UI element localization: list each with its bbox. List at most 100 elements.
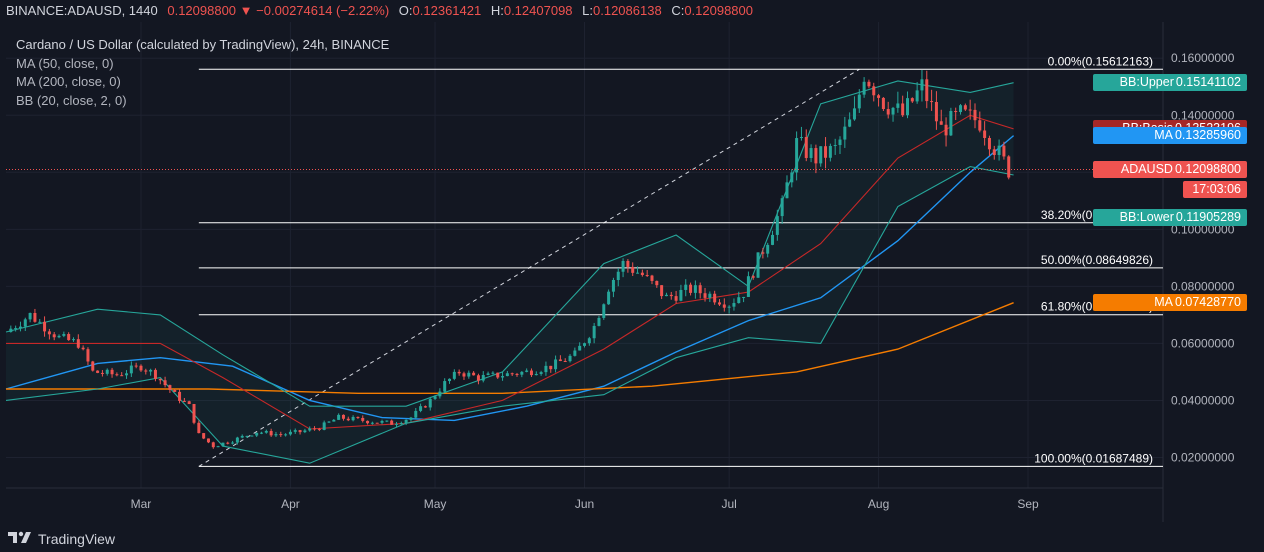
brand-name: TradingView [38,530,116,547]
legend-ma200[interactable]: MA (200, close, 0) [16,74,121,89]
candle-body [149,369,153,372]
close-value: 0.12098800 [684,3,753,18]
candle-body [293,430,297,432]
symbol-label[interactable]: BINANCE:ADAUSD, 1440 [6,3,158,18]
candle-body [891,107,895,115]
candle-body [573,350,577,356]
candle-body [279,434,283,436]
candle-body [202,433,206,439]
candle-body [33,313,37,322]
candle-body [71,339,75,341]
candle-body [520,371,524,375]
candle-body [14,328,18,330]
candle-body [178,391,182,401]
price-tag-value: 0.13285960 [1174,128,1241,143]
candle-body [96,370,100,373]
candle-body [645,275,649,277]
legend-ma50[interactable]: MA (50, close, 0) [16,55,114,71]
candle-body [206,438,210,443]
price-chart[interactable]: 0.160000000.140000000.120000000.10000000… [0,22,1264,530]
candle-body [554,359,558,370]
candle-body [491,372,495,374]
candle-body [997,145,1001,156]
candle-body [838,139,842,146]
candle-body [862,81,866,95]
candle-body [163,380,167,386]
candle-body [578,345,582,351]
candle-body [322,422,326,430]
candle-body [288,431,292,435]
candle-body [419,406,423,411]
candle-body [737,297,741,304]
price-tag-label: BB:Upper [1119,75,1174,90]
candle-body [959,105,963,113]
candle-body [611,280,615,292]
candle-body [968,109,972,111]
candle-body [881,97,885,110]
candle-body [1007,156,1011,178]
candle-body [944,124,948,136]
candle-body [920,79,924,91]
candle-body [385,420,389,422]
candle-body [534,373,538,376]
candle-body [587,338,591,344]
low-label: L: [582,3,593,18]
candle-body [824,146,828,158]
candle-body [182,400,186,402]
candle-body [732,303,736,307]
candle-body [284,434,288,436]
candle-body [18,326,22,329]
price-tag-value: 0.12098800 [1174,161,1241,176]
x-tick-label: Jul [721,497,736,511]
candle-body [404,419,408,424]
candle-body [231,442,235,444]
candle-body [433,396,437,399]
candle-body [390,420,394,425]
candle-body [43,321,47,332]
candle-body [380,420,384,423]
candle-body [674,296,678,301]
candle-body [298,430,302,433]
candle-body [568,355,572,362]
legend-bb[interactable]: BB (20, close, 2, 0) [16,92,127,108]
fib-level-label: 100.00%(0.01687489) [1034,451,1153,465]
candle-body [399,423,403,425]
tradingview-logo-icon [8,530,34,547]
candle-body [173,389,177,392]
candle-body [602,304,606,318]
candle-body [91,361,95,371]
candle-body [886,109,890,115]
candle-body [746,276,750,297]
candle-body [327,421,331,423]
candle-body [799,137,803,139]
candle-body [308,428,312,431]
candle-body [987,137,991,150]
candle-body [775,216,779,235]
candle-body [375,422,379,424]
x-tick-label: Jun [575,497,594,511]
brand-footer[interactable]: TradingView [8,530,115,547]
candle-body [341,414,345,419]
candle-body [129,365,133,374]
candle-body [158,378,162,381]
candle-body [761,252,765,254]
candle-body [525,370,529,372]
candle-body [848,119,852,127]
ma50-line [5,135,1015,422]
price-tag-value: 0.07428770 [1174,295,1241,310]
candle-body [607,291,611,305]
chart-title[interactable]: Cardano / US Dollar (calculated by Tradi… [16,37,390,52]
candle-body [125,373,129,376]
candle-body [269,430,273,436]
candle-body [742,296,746,298]
candle-body [510,373,514,375]
x-tick-label: Aug [868,497,889,511]
candle-body [804,137,808,158]
candle-body [216,446,220,448]
candle-body [423,406,427,408]
symbol-header: BINANCE:ADAUSD, 1440 0.12098800 ▼ −0.002… [0,0,1264,22]
candle-body [120,375,124,377]
candle-body [486,373,490,375]
y-tick-label: 0.14000000 [1171,108,1235,122]
open-value: 0.12361421 [412,3,482,18]
